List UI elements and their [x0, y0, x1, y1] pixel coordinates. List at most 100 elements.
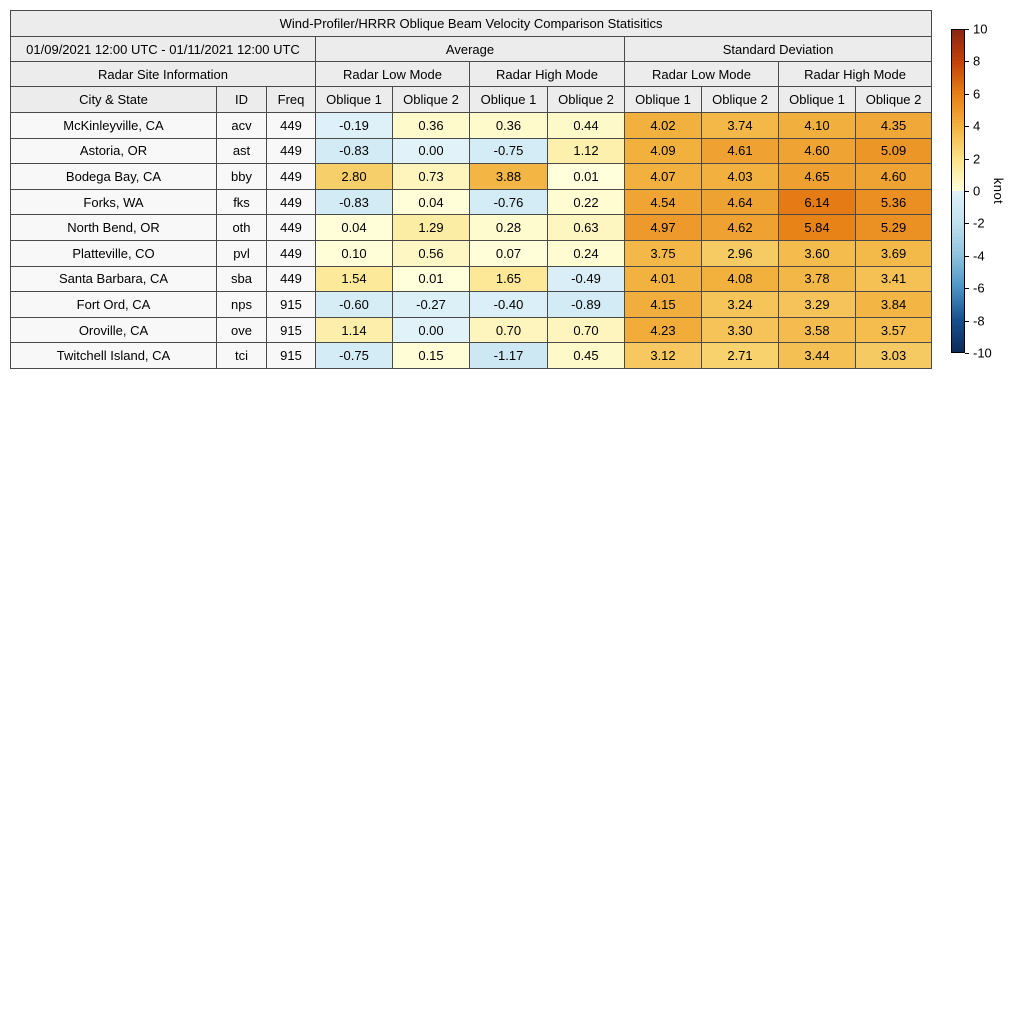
id-cell: tci [216, 342, 267, 369]
colorbar-tick-mark [965, 158, 969, 160]
freq-cell: 449 [266, 137, 316, 165]
page-title: Wind-Profiler/HRRR Oblique Beam Velocity… [9, 10, 933, 37]
value-cell: 0.70 [547, 316, 625, 344]
colorbar-unit-label: knot [991, 177, 1006, 205]
city-cell: McKinleyville, CA [10, 112, 217, 139]
oblique2-header: Oblique 2 [701, 86, 779, 113]
value-cell: 3.30 [701, 316, 779, 344]
value-cell: 3.88 [469, 163, 548, 190]
oblique1-header: Oblique 1 [469, 86, 548, 113]
value-cell: 0.22 [547, 188, 625, 216]
value-cell: -0.83 [315, 137, 393, 165]
value-cell: 3.12 [624, 342, 702, 369]
value-cell: 4.54 [624, 188, 702, 216]
value-cell: 3.29 [778, 291, 856, 318]
colorbar-tick-mark [965, 223, 969, 225]
oblique2-header: Oblique 2 [392, 86, 470, 113]
value-cell: -0.76 [469, 188, 548, 216]
value-cell: 3.58 [778, 316, 856, 344]
table-row: Platteville, CO pvl 449 0.10 0.56 0.07 0.24 3.7… [10, 239, 933, 267]
colorbar-tick-label: -8 [973, 313, 985, 329]
table-row: Twitchell Island, CA tci 915 -0.75 0.15 -1.17… [10, 342, 933, 369]
colorbar-tick-label: -6 [973, 280, 985, 296]
std-high-mode-header: Radar High Mode [777, 61, 933, 87]
city-cell: Oroville, CA [10, 316, 217, 344]
value-cell: 5.29 [854, 214, 933, 241]
colorbar-tick-mark [965, 93, 969, 95]
table-row: North Bend, OR oth 449 0.04 1.29 0.28 0.63 4.97… [10, 214, 933, 241]
value-cell: 5.36 [854, 188, 933, 216]
value-cell: 4.02 [624, 112, 702, 139]
oblique1-header: Oblique 1 [778, 86, 856, 113]
city-cell: Platteville, CO [10, 239, 217, 267]
value-cell: 4.15 [624, 291, 702, 318]
mode-header-row: Radar Site Information Radar Low Mode Ra… [10, 61, 933, 87]
value-cell: 0.10 [315, 239, 393, 267]
value-cell: 1.12 [547, 137, 625, 165]
value-cell: 1.29 [392, 214, 470, 241]
value-cell: 4.03 [701, 163, 779, 190]
value-cell: -0.60 [315, 291, 393, 318]
id-cell: bby [216, 163, 267, 190]
value-cell: 0.70 [469, 316, 548, 344]
stats-table: Wind-Profiler/HRRR Oblique Beam Velocity… [9, 10, 933, 369]
freq-cell: 449 [266, 163, 316, 190]
oblique1-header: Oblique 1 [315, 86, 393, 113]
value-cell: 4.60 [854, 163, 933, 190]
value-cell: 4.01 [624, 265, 702, 293]
colorbar-tick-mark [965, 126, 969, 128]
value-cell: 0.63 [547, 214, 625, 241]
colorbar-gradient [951, 29, 965, 353]
value-cell: 1.14 [315, 316, 393, 344]
freq-header: Freq [266, 86, 316, 113]
id-cell: acv [216, 112, 267, 139]
colorbar-tick-mark [965, 353, 969, 354]
colorbar-tick-label: 4 [973, 118, 981, 134]
value-cell: -0.27 [392, 291, 470, 318]
freq-cell: 915 [266, 342, 316, 369]
colorbar-tick-label: 8 [973, 53, 981, 69]
value-cell: 0.36 [392, 112, 470, 139]
std-low-mode-header: Radar Low Mode [624, 61, 779, 87]
city-state-header: City & State [10, 86, 217, 113]
value-cell: 3.41 [854, 265, 933, 293]
freq-cell: 915 [266, 316, 316, 344]
value-cell: 3.03 [854, 342, 933, 369]
value-cell: 4.65 [778, 163, 856, 190]
freq-cell: 449 [266, 112, 316, 139]
value-cell: 0.00 [392, 316, 470, 344]
city-cell: Astoria, OR [10, 137, 217, 165]
id-cell: ast [216, 137, 267, 165]
table-row: Astoria, OR ast 449 -0.83 0.00 -0.75 1.12 4.09 4… [10, 137, 933, 165]
value-cell: -1.17 [469, 342, 548, 369]
freq-cell: 915 [266, 291, 316, 318]
value-cell: 0.00 [392, 137, 470, 165]
avg-high-mode-header: Radar High Mode [469, 61, 625, 87]
value-cell: -0.49 [547, 265, 625, 293]
value-cell: 0.01 [547, 163, 625, 190]
group-average: Average [315, 36, 625, 62]
value-cell: 6.14 [778, 188, 856, 216]
value-cell: -0.83 [315, 188, 393, 216]
value-cell: -0.75 [469, 137, 548, 165]
id-cell: pvl [216, 239, 267, 267]
id-cell: fks [216, 188, 267, 216]
value-cell: 4.97 [624, 214, 702, 241]
value-cell: 4.35 [854, 112, 933, 139]
value-cell: 0.04 [392, 188, 470, 216]
value-cell: 2.96 [701, 239, 779, 267]
table-row: Forks, WA fks 449 -0.83 0.04 -0.76 0.22 4.54 4.6… [10, 188, 933, 216]
value-cell: 3.78 [778, 265, 856, 293]
value-cell: 3.57 [854, 316, 933, 344]
id-cell: ove [216, 316, 267, 344]
id-cell: sba [216, 265, 267, 293]
freq-cell: 449 [266, 188, 316, 216]
colorbar-tick-label: 6 [973, 86, 981, 102]
value-cell: 0.73 [392, 163, 470, 190]
value-cell: 2.71 [701, 342, 779, 369]
column-header-row: City & State ID Freq Oblique 1 Oblique 2… [10, 86, 933, 113]
value-cell: 4.10 [778, 112, 856, 139]
value-cell: 1.54 [315, 265, 393, 293]
colorbar-tick-mark [965, 288, 969, 290]
value-cell: 4.07 [624, 163, 702, 190]
